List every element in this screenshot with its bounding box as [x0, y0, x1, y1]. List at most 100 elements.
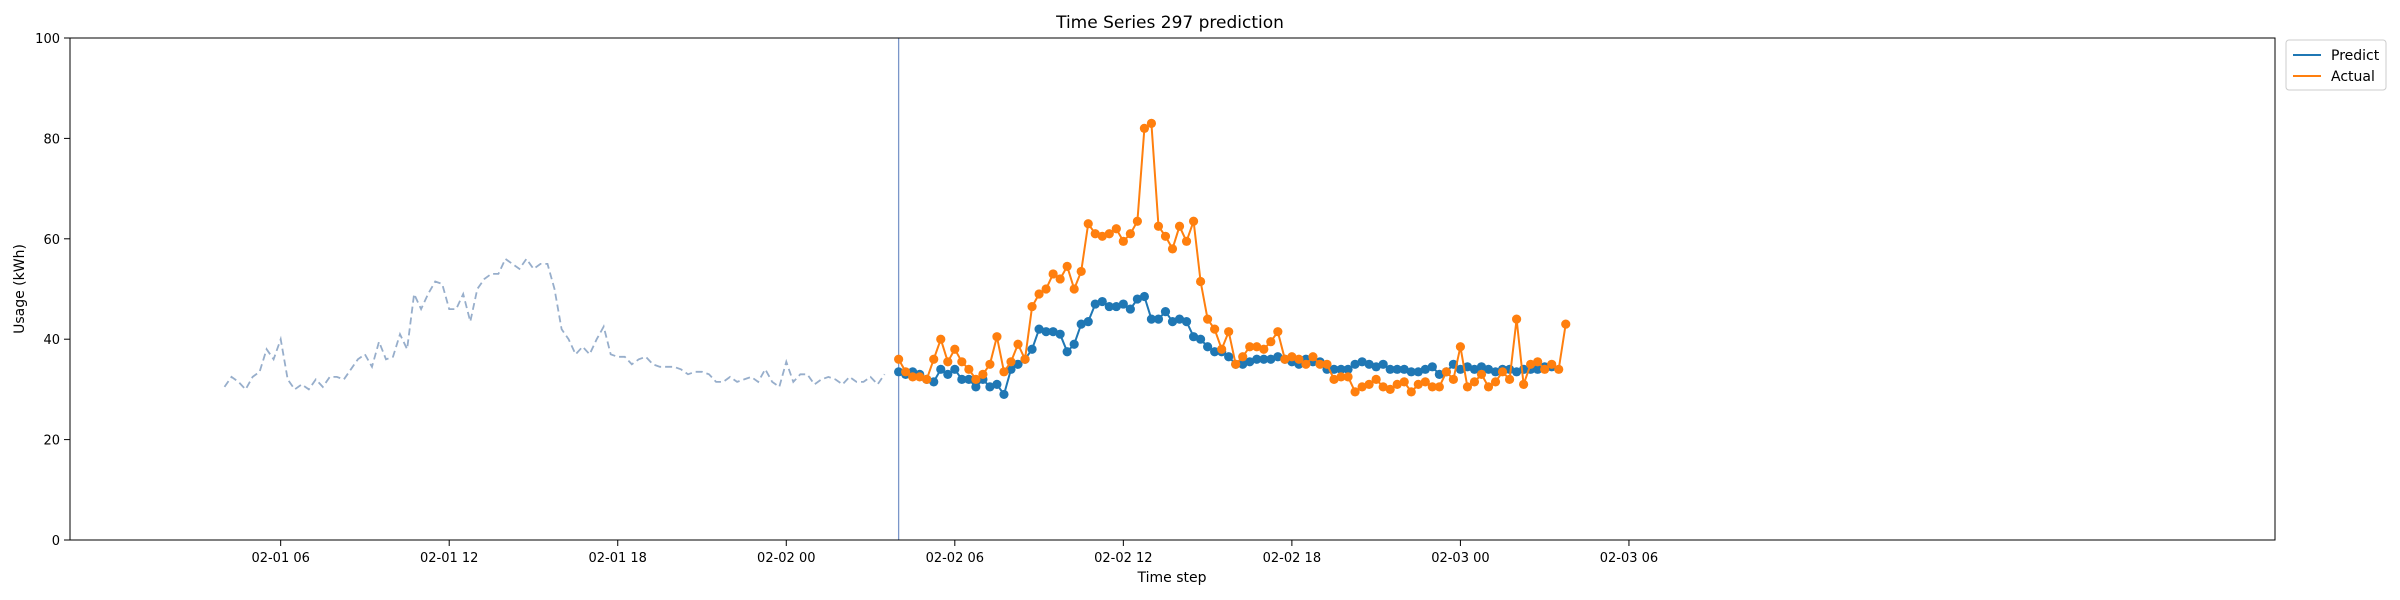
predict-point	[936, 364, 946, 374]
predict-point	[1048, 327, 1058, 337]
predict-point	[1511, 367, 1522, 377]
actual-point	[1181, 236, 1192, 246]
actual-point	[1104, 229, 1114, 239]
predict-point	[1273, 352, 1283, 362]
predict-point	[1238, 359, 1248, 369]
predict-point	[1533, 364, 1543, 374]
actual-point	[1062, 261, 1072, 272]
actual-point	[1561, 319, 1571, 329]
actual-point	[1210, 324, 1220, 334]
actual-point	[1203, 314, 1213, 324]
actual-point	[1118, 236, 1128, 246]
actual-point	[1554, 364, 1564, 374]
predict-point	[1090, 299, 1100, 309]
actual-point	[1441, 367, 1451, 377]
predict-point	[964, 374, 974, 384]
actual-point	[1406, 387, 1416, 397]
predict-point	[1027, 344, 1037, 354]
predict-point	[1385, 364, 1395, 374]
predict-point	[1350, 359, 1360, 369]
actual-point	[1146, 118, 1157, 128]
actual-point	[1125, 229, 1135, 239]
predict-point	[999, 389, 1009, 400]
actual-point	[1455, 342, 1466, 352]
predict-point	[1203, 342, 1213, 352]
predict-point	[1167, 317, 1178, 327]
predict-point	[929, 377, 939, 387]
predict-point	[1055, 329, 1065, 339]
y-tick-label: 40	[43, 333, 60, 348]
predict-point	[1420, 364, 1430, 374]
actual-point	[1153, 221, 1164, 231]
predict-point	[1427, 362, 1437, 372]
y-tick-label: 0	[52, 534, 60, 549]
actual-point	[1420, 377, 1430, 387]
predict-point	[1483, 364, 1494, 374]
actual-point	[1217, 344, 1227, 354]
actual-point	[1357, 382, 1367, 392]
predict-point	[1336, 364, 1346, 374]
actual-point	[1483, 382, 1494, 392]
actual-point	[1497, 367, 1508, 377]
actual-point	[1490, 377, 1501, 387]
actual-point	[1076, 266, 1086, 277]
actual-point	[936, 334, 946, 344]
actual-point	[1378, 382, 1388, 392]
predict-point	[1195, 334, 1206, 344]
predict-point	[1245, 357, 1255, 367]
actual-point	[1069, 284, 1079, 294]
predict-point	[957, 374, 967, 384]
predict-point	[1224, 352, 1234, 362]
actual-point	[1280, 354, 1290, 364]
predict-point	[1469, 364, 1480, 374]
actual-point	[1469, 377, 1480, 387]
plot-area	[223, 38, 1571, 540]
x-tick-label: 02-03 00	[1431, 551, 1489, 566]
actual-point	[1034, 289, 1044, 299]
actual-point	[1343, 372, 1353, 382]
predict-point	[1153, 314, 1164, 324]
predict-point	[1062, 347, 1072, 357]
predict-point	[1434, 369, 1444, 379]
predict-point	[950, 364, 960, 374]
predict-point	[1146, 314, 1157, 324]
actual-point	[1448, 374, 1458, 384]
x-tick-label: 02-01 06	[251, 551, 309, 566]
actual-line	[897, 121, 1567, 394]
y-tick-label: 20	[43, 434, 60, 449]
predict-point	[1118, 299, 1128, 309]
predict-point	[1104, 301, 1114, 312]
x-tick-label: 02-02 12	[1094, 551, 1152, 566]
chart-title: Time Series 297 prediction	[1055, 13, 1284, 33]
actual-point	[971, 374, 981, 384]
predict-point	[1266, 354, 1276, 364]
actual-point	[1238, 352, 1248, 362]
predict-point	[1013, 359, 1023, 369]
predict-point	[1139, 291, 1150, 302]
predict-point	[894, 367, 904, 377]
actual-point	[1195, 276, 1206, 287]
actual-point	[1083, 219, 1093, 229]
actual-point	[1322, 359, 1332, 369]
x-tick-label: 02-01 12	[420, 551, 478, 566]
actual-point	[1371, 374, 1381, 384]
y-tick-label: 60	[43, 233, 60, 248]
actual-point	[1259, 344, 1269, 354]
actual-point	[992, 332, 1002, 342]
predict-point	[1329, 364, 1339, 374]
predict-point	[1125, 304, 1135, 314]
y-axis-label: Usage (kWh)	[12, 244, 28, 334]
actual-point	[1476, 369, 1487, 379]
actual-point	[1090, 229, 1100, 239]
actual-point	[950, 344, 960, 354]
history-line	[223, 257, 886, 391]
actual-point	[957, 357, 967, 367]
predict-point	[1160, 306, 1171, 317]
actual-point	[1231, 359, 1241, 369]
plot-frame	[69, 37, 2276, 541]
actual-point	[978, 369, 988, 379]
actual-point	[1413, 379, 1423, 389]
actual-point	[1048, 269, 1058, 279]
actual-point	[1245, 342, 1255, 352]
